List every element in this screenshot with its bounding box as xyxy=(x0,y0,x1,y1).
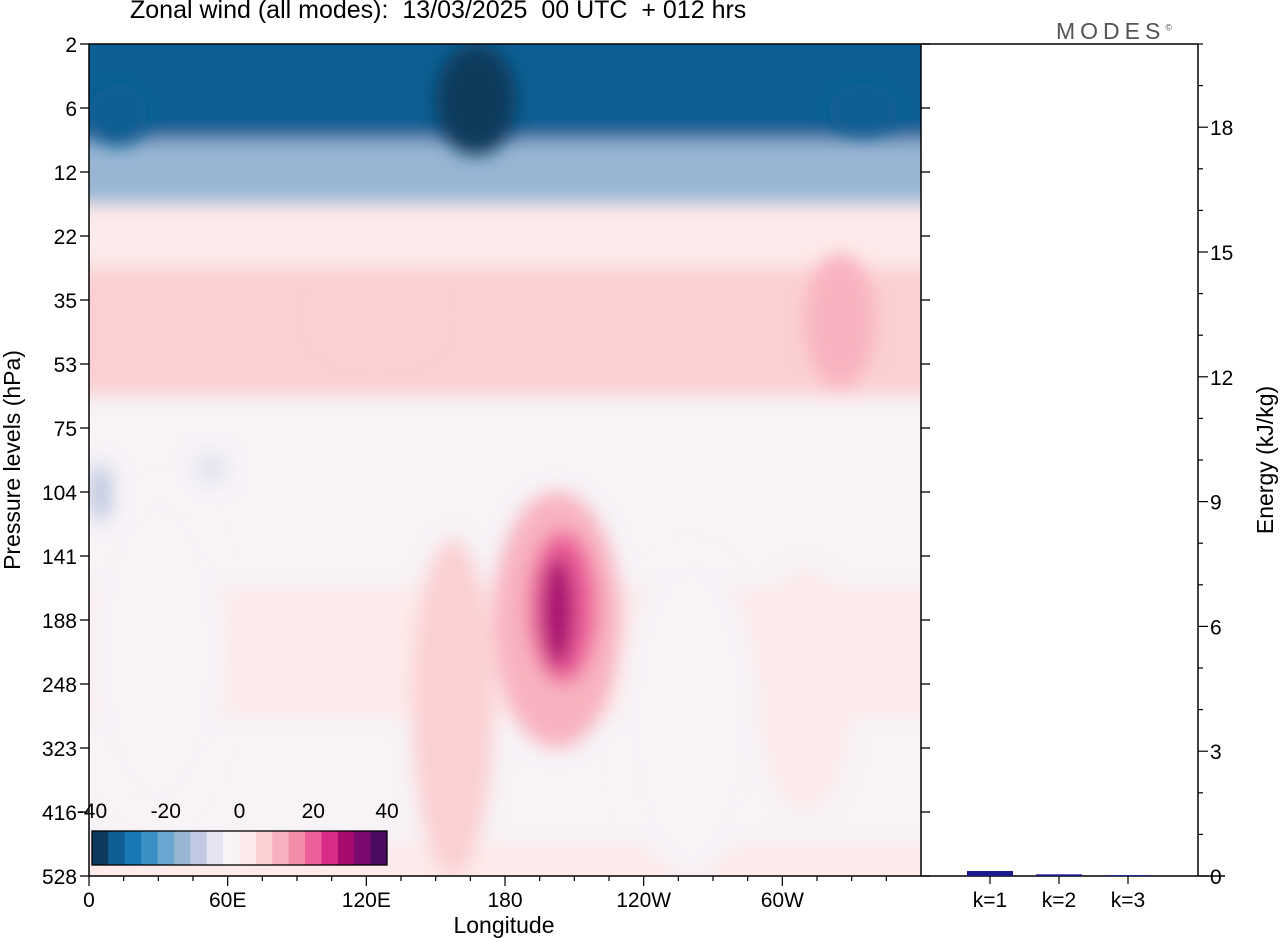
y-tick-label: 323 xyxy=(42,738,77,761)
energy-tick-label: 6 xyxy=(1210,616,1222,639)
colorbar-swatch xyxy=(321,831,339,865)
colorbar-swatch xyxy=(337,831,355,865)
y-tick-label: 104 xyxy=(42,482,77,505)
heatmap-feature xyxy=(193,452,228,485)
colorbar-swatch xyxy=(255,831,273,865)
heatmap-band xyxy=(89,396,921,461)
colorbar-swatch xyxy=(305,831,322,865)
y-tick-label: 248 xyxy=(42,674,77,697)
heatmap-band xyxy=(89,268,921,333)
y-tick-label: 2 xyxy=(65,34,77,57)
energy-tick-label: 12 xyxy=(1210,367,1233,390)
y-tick-label: 6 xyxy=(65,98,77,121)
colorbar-swatch xyxy=(354,831,372,865)
energy-tick-label: 0 xyxy=(1210,866,1222,889)
energy-category-label: k=3 xyxy=(1111,889,1145,912)
colorbar-swatch xyxy=(272,831,290,865)
modes-logo: MODES© xyxy=(1056,18,1172,45)
heatmap-band xyxy=(89,140,921,205)
heatmap-feature xyxy=(541,556,575,667)
y-tick-label: 12 xyxy=(54,162,77,185)
heatmap-feature xyxy=(759,569,852,812)
energy-category-label: k=2 xyxy=(1042,889,1076,912)
colorbar-tick-label: 40 xyxy=(375,800,398,823)
heatmap-axes: 2 6 12 22 35 53 75 104 141 188 248 323 416 528 0 60E 120… xyxy=(0,34,930,938)
x-axis-label: Longitude xyxy=(453,912,554,938)
chart-title: Zonal wind (all modes): 13/03/2025 00 UT… xyxy=(130,0,747,24)
x-tick-label: 60E xyxy=(209,889,246,912)
y-tick-label: 35 xyxy=(54,290,77,313)
energy-bar xyxy=(967,871,1013,876)
colorbar-swatch xyxy=(124,831,142,865)
colorbar-tick-label: -20 xyxy=(151,800,181,823)
energy-bar-chart: 0 3 6 9 12 15 18 Energy (kJ/kg) k=1 k=2 k=3 xyxy=(921,43,1278,912)
energy-bar xyxy=(1036,874,1082,876)
colorbar-swatch xyxy=(141,831,158,865)
colorbar-swatch xyxy=(223,831,240,865)
energy-tick-label: 3 xyxy=(1210,741,1222,764)
heatmap-field xyxy=(89,44,921,876)
colorbar-tick-label: 0 xyxy=(234,800,246,823)
colorbar-tick-label: -40 xyxy=(77,800,107,823)
brand-text: MODES xyxy=(1056,18,1166,44)
y-tick-label: 75 xyxy=(54,418,77,441)
x-tick-label: 120E xyxy=(342,889,391,912)
colorbar-swatch xyxy=(108,831,126,865)
colorbar-swatch xyxy=(173,831,191,865)
energy-tick-label: 9 xyxy=(1210,492,1222,515)
colorbar-swatch xyxy=(206,831,224,865)
heatmap-feature xyxy=(620,556,760,876)
heatmap-feature xyxy=(828,84,898,135)
x-tick-label: 180 xyxy=(487,889,522,912)
y-axis-label: Pressure levels (hPa) xyxy=(0,350,25,570)
energy-axis-label: Energy (kJ/kg) xyxy=(1252,386,1278,534)
heatmap-feature xyxy=(89,492,228,812)
y-tick-label: 141 xyxy=(42,546,77,569)
y-tick-label: 528 xyxy=(42,866,77,889)
heatmap-feature xyxy=(412,538,494,876)
y-tick-label: 188 xyxy=(42,610,77,633)
heatmap-band xyxy=(89,332,921,397)
y-tick-label: 53 xyxy=(54,354,77,377)
brand-mark: © xyxy=(1165,22,1172,33)
colorbar-swatch xyxy=(288,831,306,865)
energy-tick-label: 15 xyxy=(1210,242,1233,265)
heatmap-feature xyxy=(89,463,113,523)
heatmap-band xyxy=(89,460,921,525)
x-tick-label: 60W xyxy=(761,889,804,912)
colorbar-swatch xyxy=(239,831,257,865)
heatmap-feature xyxy=(89,84,147,146)
colorbar-frame xyxy=(91,830,388,866)
colorbar-swatch xyxy=(370,831,388,865)
colorbar-swatch xyxy=(190,831,208,865)
heatmap-feature xyxy=(435,44,517,156)
colorbar-legend: -40 -20 0 20 40 xyxy=(77,800,399,866)
heatmap-features xyxy=(89,44,898,876)
y-tick-label: 416 xyxy=(42,802,77,825)
colorbar-tick-label: 20 xyxy=(302,800,325,823)
heatmap-feature xyxy=(320,278,436,356)
x-tick-label: 0 xyxy=(83,889,95,912)
heatmap-band xyxy=(89,204,921,269)
colorbar-swatch xyxy=(92,831,109,865)
colorbar-swatch xyxy=(157,831,175,865)
heatmap-feature xyxy=(805,253,875,387)
energy-category-label: k=1 xyxy=(973,889,1007,912)
y-tick-label: 22 xyxy=(54,226,77,249)
energy-bar xyxy=(1105,875,1151,877)
energy-tick-label: 18 xyxy=(1210,117,1233,140)
x-tick-label: 120W xyxy=(616,889,671,912)
